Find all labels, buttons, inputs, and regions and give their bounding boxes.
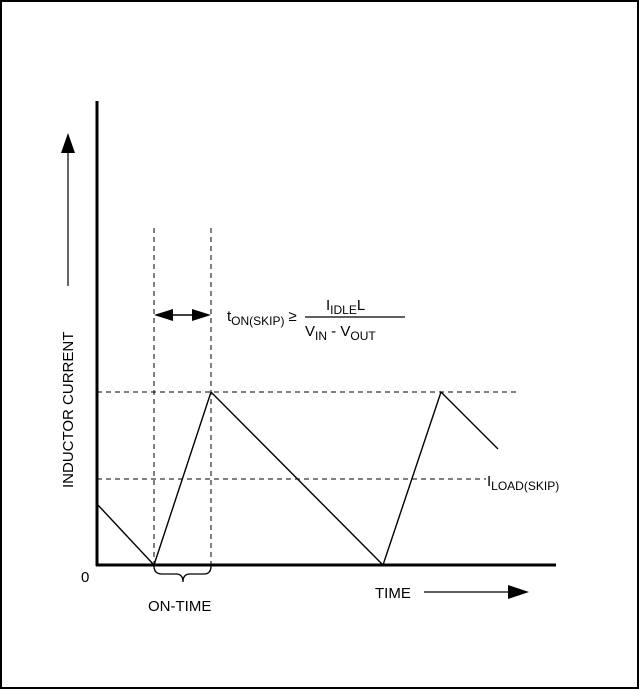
on-time-arrow-left-head xyxy=(154,309,173,321)
x-axis-arrowhead xyxy=(508,585,529,599)
on-time-label: ON-TIME xyxy=(148,598,211,615)
i-load-skip-label: ILOAD(SKIP) xyxy=(487,473,559,493)
y-axis-label: INDUCTOR CURRENT xyxy=(60,332,77,488)
origin-label: 0 xyxy=(81,569,89,586)
y-axis-arrowhead xyxy=(61,133,75,153)
inductor-current-waveform xyxy=(96,390,499,567)
x-axis-label: TIME xyxy=(375,585,411,602)
formula-numerator: IIDLEL xyxy=(326,297,365,317)
on-time-arrow-right-head xyxy=(192,309,211,321)
formula-lhs: tON(SKIP) ≥ xyxy=(227,308,297,328)
on-time-brace xyxy=(153,565,212,583)
formula-denominator: VIN - VOUT xyxy=(305,323,376,343)
